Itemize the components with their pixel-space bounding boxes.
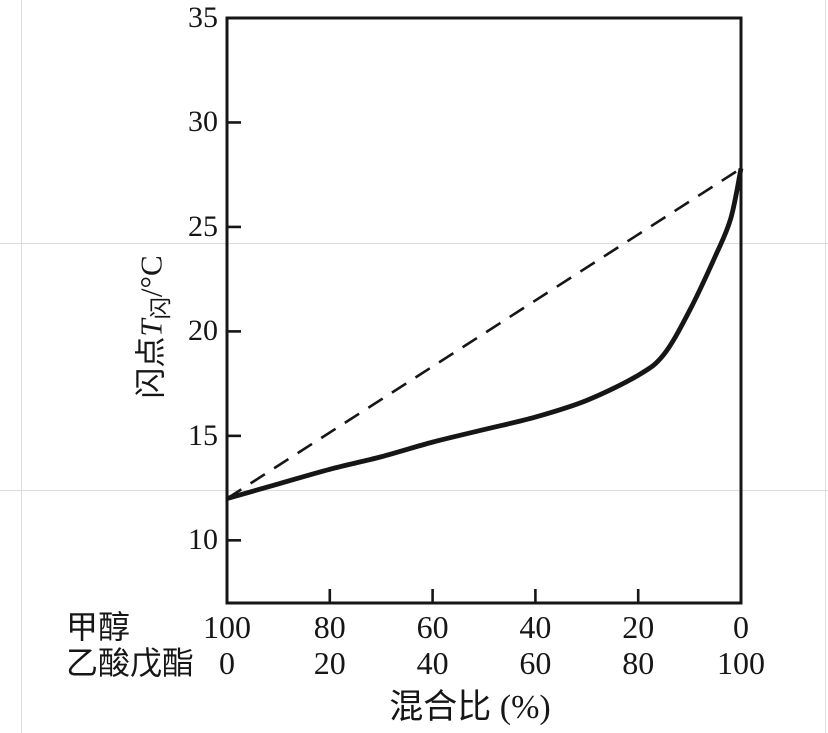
x-axis-tick-label-row2: 0 bbox=[219, 645, 235, 681]
x-axis-tick-label-row2: 60 bbox=[519, 645, 552, 681]
y-axis-tick-label: 25 bbox=[188, 209, 218, 243]
x-axis-tick-label-row1: 80 bbox=[313, 609, 346, 645]
x-axis-tick-label-row2: 80 bbox=[622, 645, 655, 681]
x-axis-tick-label-row2: 20 bbox=[313, 645, 346, 681]
flash-point-curve bbox=[226, 167, 744, 501]
x-axis-tick-label-row1: 20 bbox=[622, 609, 655, 645]
y-axis-tick-label: 20 bbox=[188, 314, 218, 348]
x-axis-tick-label-row1: 100 bbox=[203, 609, 251, 645]
y-axis-tick-label: 35 bbox=[188, 1, 218, 34]
x-axis-tick-label-row1: 0 bbox=[733, 609, 749, 645]
axis-frame bbox=[225, 16, 743, 605]
x-axis-title: 混合比 (%) bbox=[389, 689, 551, 726]
scan-rule-horizontal-upper bbox=[0, 243, 828, 244]
y-axis-title-suffix: /°C bbox=[133, 255, 169, 298]
scan-rule-horizontal-lower bbox=[0, 490, 828, 491]
y-axis-tick-label: 10 bbox=[188, 523, 218, 557]
x-axis-row-label-amyl-acetate: 乙酸戊酯 bbox=[66, 645, 195, 681]
y-axis-tick-label: 15 bbox=[188, 418, 218, 452]
x-axis-tick-label-row2: 100 bbox=[717, 645, 765, 681]
x-axis-row-label-methanol: 甲醇 bbox=[66, 609, 131, 645]
linear-reference-line bbox=[226, 167, 742, 500]
x-axis-tick-label-row1: 60 bbox=[416, 609, 449, 645]
y-axis-tick-label: 30 bbox=[188, 105, 218, 139]
x-axis-tick-label-row2: 40 bbox=[416, 645, 449, 681]
scan-rule-vertical-left bbox=[21, 0, 22, 733]
scan-rule-vertical-right bbox=[825, 0, 826, 733]
x-axis-tick-label-row1: 40 bbox=[519, 609, 552, 645]
